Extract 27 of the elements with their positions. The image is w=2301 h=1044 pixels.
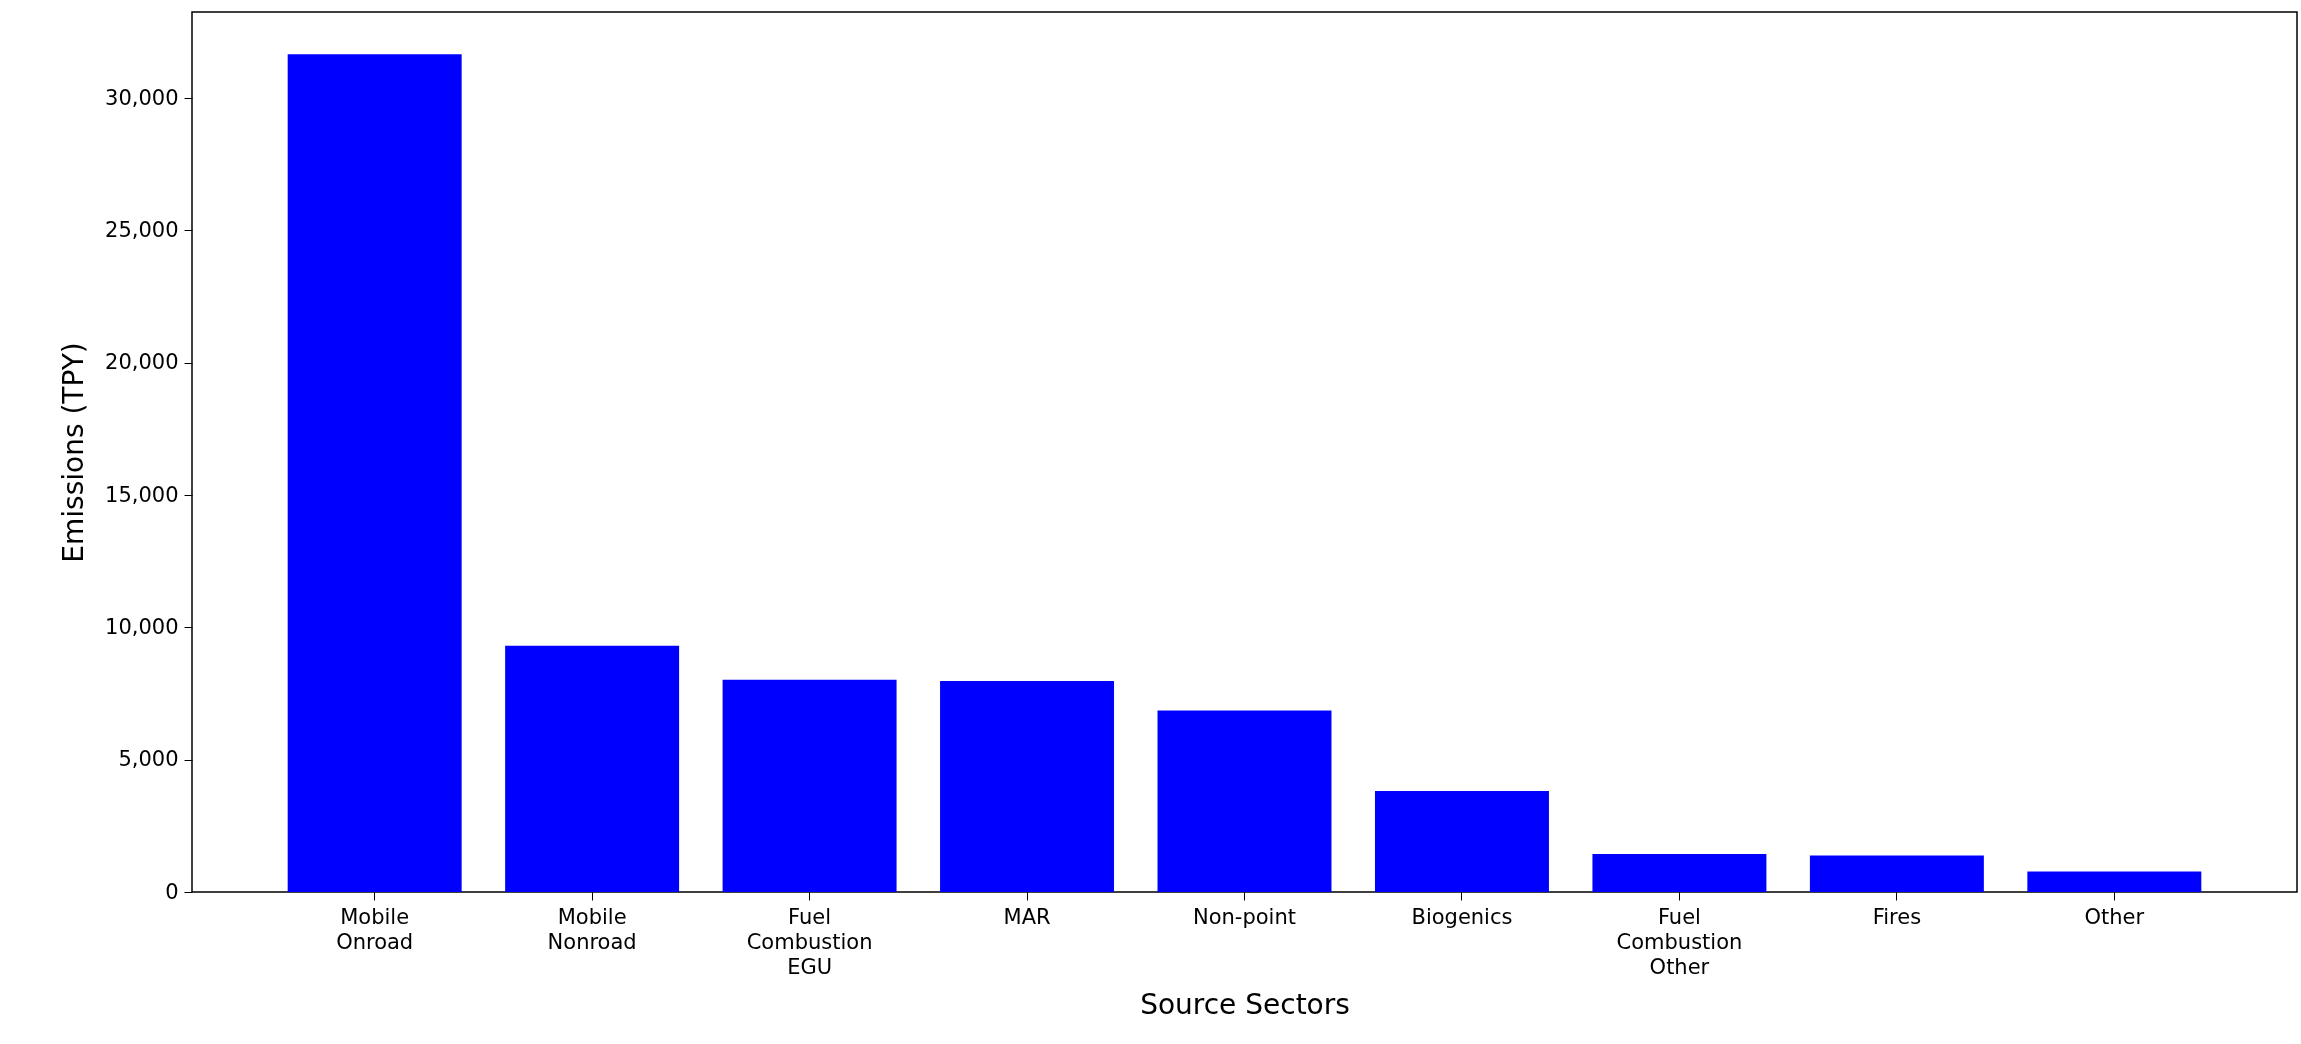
x-tick-label: Fuel Combustion EGU bbox=[746, 904, 873, 979]
y-tick-label: 25,000 bbox=[105, 217, 179, 242]
x-tick-label: MAR bbox=[1003, 904, 1051, 929]
bar bbox=[287, 54, 462, 892]
bar bbox=[2027, 871, 2202, 892]
x-axis-title: Source Sectors bbox=[1140, 987, 1350, 1021]
bar bbox=[722, 679, 897, 892]
bar bbox=[1592, 853, 1767, 892]
bar bbox=[1157, 710, 1332, 892]
y-tick-label: 0 bbox=[165, 879, 179, 904]
y-axis-title: Emissions (TPY) bbox=[57, 342, 91, 563]
y-tick-label: 5,000 bbox=[118, 747, 179, 772]
x-tick-label: Non-point bbox=[1192, 904, 1297, 929]
y-tick-label: 20,000 bbox=[105, 350, 179, 375]
x-tick-label: Other bbox=[2084, 904, 2145, 929]
x-tick-label: Biogenics bbox=[1411, 904, 1513, 929]
x-tick-label: Mobile Onroad bbox=[336, 904, 414, 954]
bar bbox=[1374, 790, 1549, 892]
y-tick-label: 10,000 bbox=[105, 614, 179, 639]
x-tick-label: Fuel Combustion Other bbox=[1616, 904, 1743, 979]
y-tick-label: 15,000 bbox=[105, 482, 179, 507]
bar bbox=[505, 645, 680, 892]
x-tick-label: Fires bbox=[1872, 904, 1922, 929]
bar bbox=[1809, 855, 1984, 892]
x-tick-label: Mobile Nonroad bbox=[547, 904, 637, 954]
y-tick-label: 30,000 bbox=[105, 85, 179, 110]
bar bbox=[940, 681, 1115, 892]
